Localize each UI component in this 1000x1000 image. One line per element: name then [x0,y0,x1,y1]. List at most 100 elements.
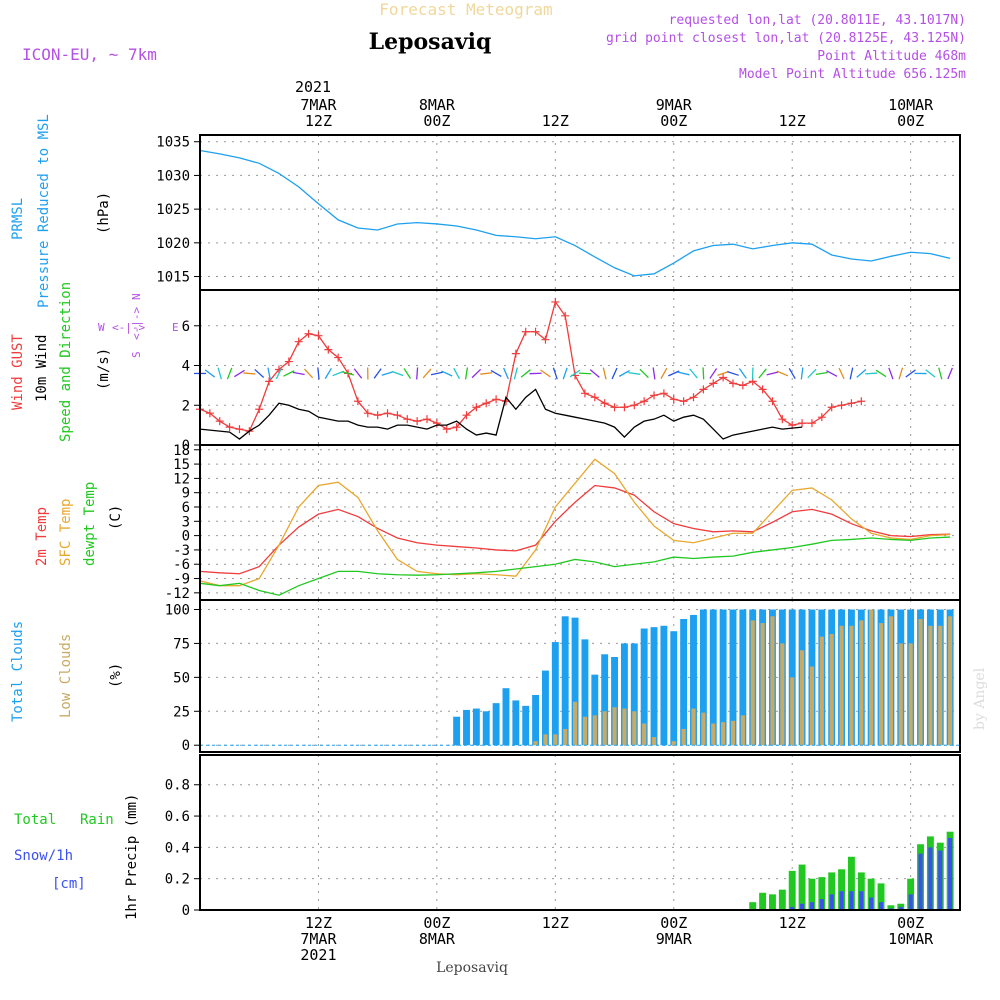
y-tick-label: 9 [182,486,190,502]
wind-direction-arrow [807,368,817,379]
y-tick-label: 0.8 [165,778,190,794]
bar-total-clouds [719,609,727,746]
model-label: ICON-EU, ~ 7km [22,45,157,64]
bottom-time-label: 00Z [660,914,687,932]
gust-marker [225,423,234,432]
bar-total-clouds [690,614,697,746]
wind-direction-arrow [639,368,649,379]
bottom-time-label: 2021 [300,946,336,964]
wind-direction-arrow [540,369,551,378]
product-title: Forecast Meteogram [379,0,552,19]
panel-clouds: 0 25 50 75 100 [165,599,961,754]
compass-s: S [130,351,143,358]
gust-marker [738,381,747,390]
wind-direction-arrow [611,367,618,380]
wind-direction-arrow [204,369,216,378]
wind-direction-arrow [391,370,404,377]
wind-direction-arrow [292,371,305,376]
bar-snow [859,891,864,910]
bar-low-clouds [908,643,913,746]
y-tick-label: 2 [182,398,190,414]
gust-marker [728,379,737,388]
y-tick-label: -3 [173,543,190,559]
y-tick-label: 0 [182,529,190,545]
wind-direction-arrow [800,367,804,380]
wind-direction-arrow [898,367,904,380]
label-percent: (%) [108,663,124,688]
bar-low-clouds [888,616,893,746]
gust-marker [768,397,777,406]
gust-marker [807,419,816,428]
y-tick-label: 100 [165,603,190,619]
label-cm: [cm] [52,876,86,892]
bar-snow [928,847,933,910]
bar-total-rain [887,905,895,910]
bar-total-clouds [482,711,490,746]
bar-total-rain [818,877,826,910]
label-wind-gust: Wind GUST [10,334,26,410]
label-10m-wind: 10m Wind [34,335,50,402]
gust-marker [590,393,599,402]
bar-snow [829,894,834,910]
gust-marker [620,403,629,412]
gust-marker [531,327,540,336]
model-altitude: Model Point Altitude 656.125m [739,67,966,82]
wind-direction-arrow [838,367,845,380]
y-tick-label: 15 [173,457,190,473]
gust-marker [205,409,214,418]
y-tick-label: 0 [182,903,190,919]
wind-direction-arrow [324,367,332,379]
bar-total-clouds [453,716,461,746]
y-tick-label: 1025 [156,202,190,218]
bar-low-clouds [918,619,923,746]
bar-snow [790,906,795,910]
bar-total-rain [759,892,767,910]
bar-snow [809,902,815,910]
bar-low-clouds [740,715,745,746]
wind-direction-arrow [826,370,838,377]
bar-total-clouds [472,708,480,746]
bar-total-clouds [512,700,520,746]
bar-low-clouds [898,643,903,746]
bottom-time-label: 8MAR [419,930,456,948]
bar-total-clouds [670,631,678,746]
panel-precip: 0 0.2 0.4 0.6 0.8 [165,754,961,919]
top-time-label: 8MAR [419,96,456,114]
bar-total-rain [808,878,816,910]
y-tick-label: 0.6 [165,809,190,825]
bar-low-clouds [819,636,824,746]
bar-snow [819,899,824,910]
gust-marker [403,415,412,424]
y-tick-label: 4 [182,359,190,375]
wind-direction-arrow [243,372,256,375]
y-tick-label: 12 [173,471,190,487]
gust-marker [324,345,333,354]
bar-total-clouds [571,617,579,746]
gridpoint-coords: grid point closest lon,lat (20.8125E, 43… [606,31,966,46]
gust-marker [600,399,609,408]
wind-direction-arrow [905,369,916,378]
bar-low-clouds [563,728,568,746]
gust-marker [610,403,619,412]
bottom-time-label: 12Z [542,914,569,932]
bar-total-clouds [699,609,707,746]
top-time-label: 12Z [779,112,806,130]
panel-pressure-bg [200,135,960,290]
series-line-dewpt-temp [199,536,951,596]
wind-direction-arrow [766,371,779,376]
wind-direction-arrow [947,367,953,380]
bar-snow [849,891,854,910]
wind-direction-arrow [738,368,747,379]
label-rain: Rain [80,812,114,828]
bar-low-clouds [711,723,716,746]
label-hpa: (hPa) [96,192,112,234]
gust-marker [413,417,422,426]
wind-direction-arrow [689,368,698,379]
wind-direction-arrow [403,368,412,379]
series-line-2m-temp [199,484,951,575]
wind-direction-arrow [464,367,469,380]
wind-direction-arrow [865,372,878,375]
gust-marker [363,409,372,418]
gust-marker [689,393,698,402]
wind-direction-arrow [254,368,265,378]
